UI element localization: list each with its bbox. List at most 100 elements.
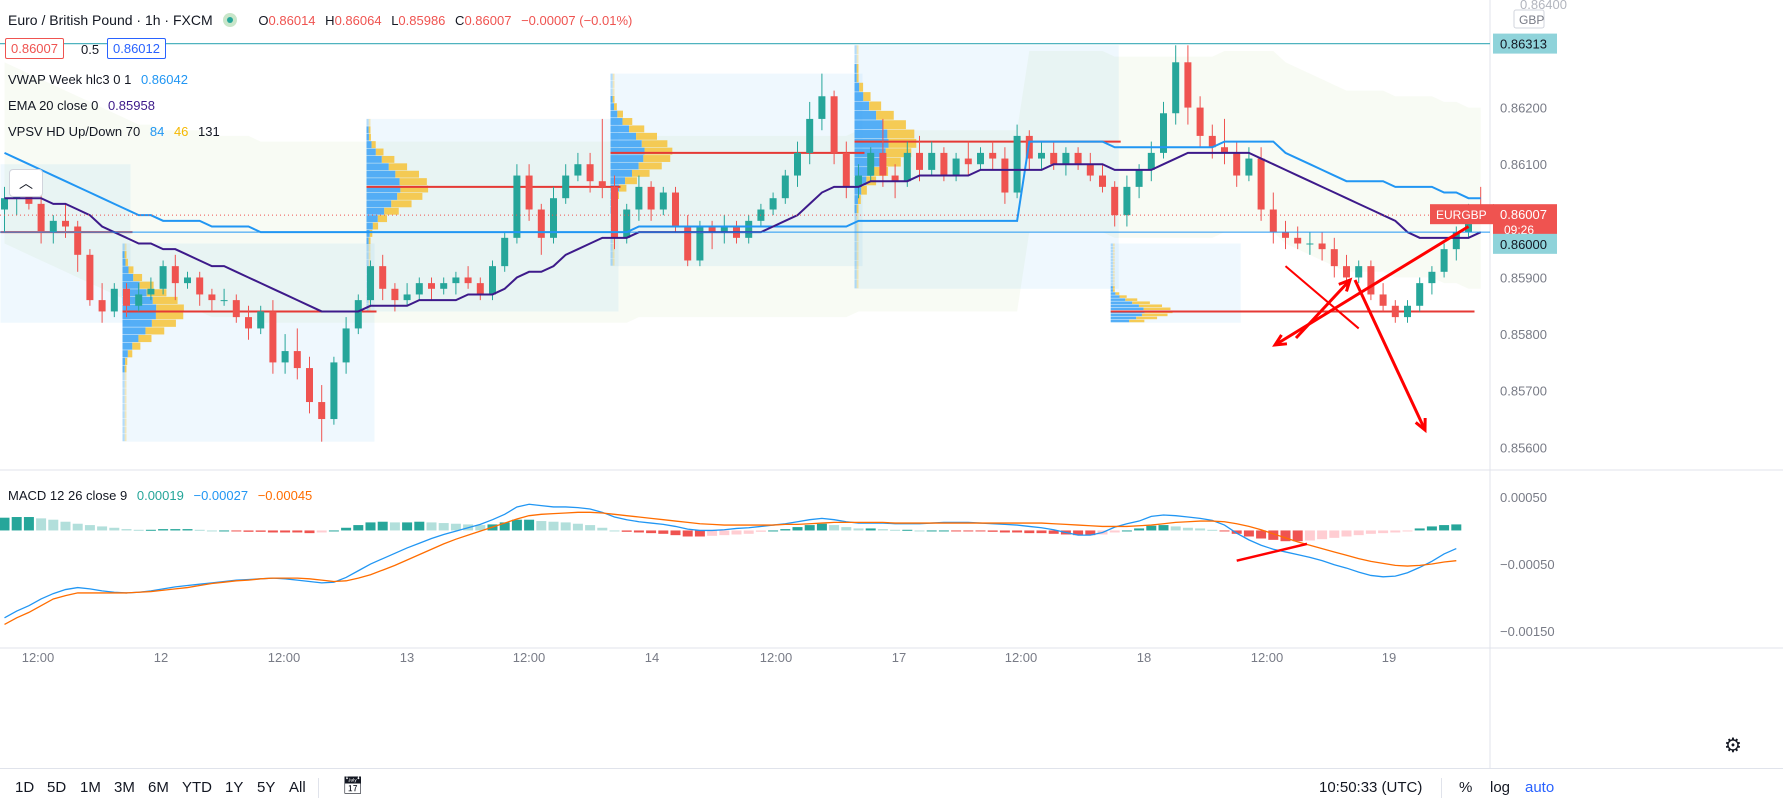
- candle-body: [916, 152, 923, 170]
- volume-profile-up-bar: [854, 195, 858, 205]
- percent-scale-toggle[interactable]: %: [1459, 779, 1473, 796]
- timeframe-1d-button[interactable]: 1D: [15, 779, 35, 796]
- volume-profile-down-bar: [1132, 301, 1150, 304]
- candle-body: [1367, 266, 1375, 295]
- time-tick-label: 12:00: [760, 650, 793, 665]
- candle-body: [415, 283, 423, 295]
- time-tick-label: 19: [1382, 650, 1396, 665]
- volume-profile-up-bar: [122, 251, 125, 259]
- timeframe-all-button[interactable]: All: [289, 779, 306, 796]
- volume-profile-up-bar: [122, 388, 125, 396]
- candle-body: [318, 402, 326, 420]
- volume-profile-up-bar: [122, 319, 152, 327]
- volume-profile-down-bar: [856, 204, 859, 214]
- macd-histogram-bar: [963, 530, 974, 532]
- macd-histogram-bar: [109, 527, 120, 531]
- macd-histogram-bar: [597, 527, 608, 531]
- volume-profile-up-bar: [366, 148, 376, 156]
- candle-body: [1257, 158, 1265, 210]
- volume-profile-down-bar: [856, 64, 859, 73]
- volume-profile-up-bar: [1110, 261, 1113, 265]
- volume-profile-up-bar: [122, 342, 133, 350]
- timeframe-ytd-button[interactable]: YTD: [182, 779, 212, 796]
- chart-settings-gear-icon[interactable]: ⚙: [1724, 735, 1742, 757]
- timeframe-1m-button[interactable]: 1M: [80, 779, 101, 796]
- timeframe-5d-button[interactable]: 5D: [47, 779, 67, 796]
- vpsv-legend[interactable]: VPSV HD Up/Down 70 84 46 131: [8, 124, 226, 139]
- date-range-calendar-icon[interactable]: 📅︎: [342, 776, 364, 795]
- volume-profile-down-bar: [138, 334, 152, 343]
- symbol-title[interactable]: Euro / British Pound · 1h · FXCM: [8, 12, 213, 28]
- collapse-legend-button[interactable]: ︿: [9, 169, 43, 197]
- volume-profile-up-bar: [610, 155, 644, 162]
- volume-profile-up-bar: [366, 118, 369, 126]
- volume-profile-down-bar: [1143, 307, 1171, 311]
- volume-profile-up-bar: [1110, 270, 1113, 274]
- buy-price-button[interactable]: 0.86012: [107, 38, 166, 59]
- volume-profile-down-bar: [1112, 283, 1115, 286]
- volume-profile-up-bar: [610, 140, 642, 148]
- macd-histogram-bar: [1182, 527, 1193, 531]
- macd-histogram-bar: [743, 530, 754, 534]
- candle-body: [684, 226, 692, 261]
- volume-profile-up-bar: [366, 259, 369, 267]
- macd-histogram-bar: [1329, 530, 1340, 538]
- volume-profile-down-bar: [1136, 316, 1158, 320]
- macd-histogram-bar: [11, 517, 22, 531]
- candle-body: [586, 164, 594, 182]
- candle-body: [1062, 152, 1070, 165]
- volume-profile-up-bar: [122, 395, 125, 404]
- volume-profile-down-bar: [371, 141, 376, 149]
- vwap-legend[interactable]: VWAP Week hlc3 0 1 0.86042: [8, 72, 194, 87]
- timeframe-3m-button[interactable]: 3M: [114, 779, 135, 796]
- chart-canvas[interactable]: 0.86200 0.86100 0.86000 0.85900 0.85800 0.857…: [0, 0, 1783, 768]
- candle-body: [354, 300, 362, 329]
- candle-body: [1038, 152, 1045, 159]
- volume-profile-up-bar: [366, 163, 389, 171]
- candle-body: [1074, 152, 1082, 165]
- candle-body: [293, 351, 301, 369]
- volume-profile-down-bar: [368, 237, 371, 245]
- candle-body: [1391, 305, 1399, 318]
- macd-legend[interactable]: MACD 12 26 close 9 0.00019 −0.00027 −0.0…: [8, 488, 318, 503]
- timeframe-6m-button[interactable]: 6M: [148, 779, 169, 796]
- macd-histogram-bar: [60, 521, 71, 531]
- macd-histogram-bar: [1170, 526, 1181, 531]
- volume-profile-up-bar: [1110, 319, 1130, 323]
- auto-scale-toggle[interactable]: auto: [1525, 779, 1555, 796]
- price-tick-label: 0.85900: [1500, 270, 1547, 285]
- timeframe-1y-button[interactable]: 1Y: [225, 779, 244, 796]
- utc-clock[interactable]: 10:50:33 (UTC): [1319, 779, 1423, 796]
- candle-body: [1330, 249, 1338, 267]
- candle-body: [159, 266, 167, 289]
- volume-profile-up-bar: [854, 185, 862, 195]
- high-value: 0.86064: [334, 13, 382, 28]
- macd-histogram-bar: [694, 530, 705, 537]
- volume-profile-down-bar: [885, 148, 912, 158]
- log-scale-toggle[interactable]: log: [1490, 779, 1511, 796]
- candle-body: [952, 158, 960, 176]
- macd-histogram-bar: [426, 522, 437, 531]
- volume-profile-down-bar: [863, 92, 871, 101]
- volume-profile-down-bar: [368, 126, 371, 134]
- volume-profile-down-bar: [368, 304, 371, 311]
- resistance-price-label: 0.86313: [1500, 37, 1547, 52]
- candle-body: [220, 300, 228, 302]
- macd-histogram-bar: [670, 530, 681, 536]
- volume-profile-down-bar: [617, 110, 623, 118]
- candle-body: [1111, 186, 1119, 216]
- volume-profile-up-bar: [854, 279, 857, 289]
- timeframe-5y-button[interactable]: 5Y: [257, 779, 276, 796]
- candle-body: [842, 152, 850, 187]
- sell-price-button[interactable]: 0.86007: [5, 38, 64, 59]
- volume-profile-down-bar: [368, 244, 371, 252]
- ema-legend[interactable]: EMA 20 close 0 0.85958: [8, 98, 161, 113]
- macd-histogram-bar: [560, 522, 571, 531]
- candle-body: [391, 288, 399, 301]
- volume-profile-up-bar: [1110, 267, 1113, 271]
- volume-profile-up-bar: [854, 54, 857, 64]
- macd-histogram-bar: [328, 530, 339, 532]
- volume-profile-up-bar: [1110, 304, 1139, 308]
- candle-body: [86, 254, 94, 301]
- candle-body: [1099, 175, 1106, 187]
